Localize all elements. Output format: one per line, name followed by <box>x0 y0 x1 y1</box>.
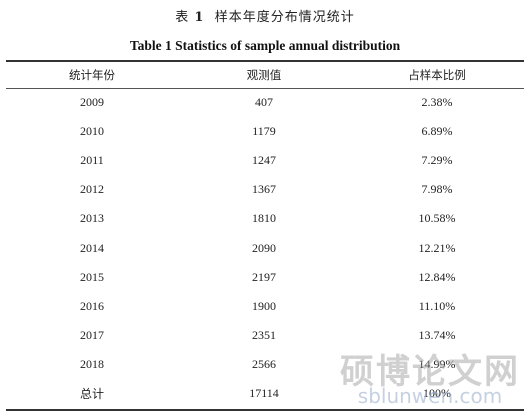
cell-total-label: 总计 <box>79 386 104 401</box>
cell-year: 2011 <box>80 153 104 168</box>
total-row: 总计 17114 100% <box>6 379 524 408</box>
table-row: 2017 2351 13.74% <box>6 321 524 350</box>
cell-share: 12.21% <box>418 240 456 255</box>
cell-count: 2351 <box>252 327 276 342</box>
cell-count: 407 <box>255 95 273 110</box>
cell-share: 14.99% <box>418 356 456 371</box>
bottom-rule <box>6 409 524 411</box>
top-rule <box>6 60 524 62</box>
cell-share: 13.74% <box>418 327 456 342</box>
cell-total-count: 17114 <box>249 385 279 400</box>
cell-count: 2090 <box>252 240 276 255</box>
cell-count: 1900 <box>252 298 276 313</box>
cell-year: 2015 <box>80 269 104 284</box>
cell-year: 2012 <box>80 182 104 197</box>
cell-count: 1367 <box>252 182 276 197</box>
cell-year: 2013 <box>80 211 104 226</box>
cell-share: 6.89% <box>421 124 453 139</box>
table-row: 2009 407 2.38% <box>6 88 524 117</box>
cell-total-share: 100% <box>423 385 451 400</box>
cell-year: 2010 <box>80 124 104 139</box>
header-count: 观测值 <box>246 68 282 82</box>
table-row: 2013 1810 10.58% <box>6 204 524 233</box>
cell-share: 10.58% <box>418 211 456 226</box>
cell-share: 7.98% <box>421 182 453 197</box>
cell-year: 2014 <box>80 240 104 255</box>
table-caption-cn: 表 1 样本年度分布情况统计 <box>0 6 530 25</box>
caption-number: 1 <box>194 10 205 25</box>
cell-year: 2016 <box>80 298 104 313</box>
cell-share: 12.84% <box>418 269 456 284</box>
header-year: 统计年份 <box>69 68 115 82</box>
header-row: 统计年份 观测值 占样本比例 <box>6 62 524 88</box>
table-row: 2010 1179 6.89% <box>6 117 524 146</box>
cell-year: 2018 <box>80 356 104 371</box>
cell-year: 2017 <box>80 327 104 342</box>
cell-count: 1810 <box>252 211 276 226</box>
cell-count: 2197 <box>252 269 276 284</box>
table-row: 2016 1900 11.10% <box>6 292 524 321</box>
table-caption-en: Table 1 Statistics of sample annual dist… <box>129 38 401 53</box>
caption-prefix: 表 <box>175 10 190 25</box>
table-row: 2015 2197 12.84% <box>6 263 524 292</box>
header-rule <box>6 88 524 89</box>
caption-text: 样本年度分布情况统计 <box>214 10 355 25</box>
table-row: 2012 1367 7.98% <box>6 175 524 204</box>
table-row: 2014 2090 12.21% <box>6 233 524 262</box>
header-share: 占样本比例 <box>408 68 466 82</box>
table-row: 2011 1247 7.29% <box>6 146 524 175</box>
cell-count: 1179 <box>252 124 276 139</box>
cell-count: 2566 <box>252 356 276 371</box>
distribution-table: 统计年份 观测值 占样本比例 2009 407 2.38% 2010 1179 … <box>6 62 524 408</box>
cell-share: 7.29% <box>421 153 453 168</box>
cell-count: 1247 <box>252 153 276 168</box>
cell-share: 11.10% <box>418 298 456 313</box>
cell-year: 2009 <box>80 95 104 110</box>
cell-share: 2.38% <box>421 95 453 110</box>
table-row: 2018 2566 14.99% <box>6 350 524 379</box>
